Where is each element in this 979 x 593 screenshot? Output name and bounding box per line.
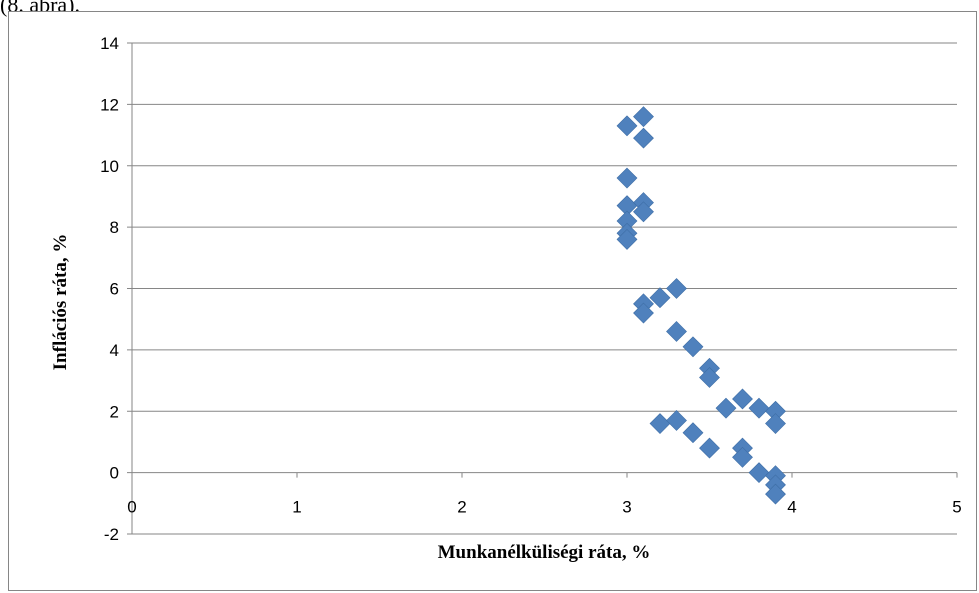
data-point-diamond: [666, 410, 687, 431]
y-tick-label: 2: [110, 402, 119, 421]
y-tick-label: -2: [104, 525, 119, 544]
data-point-diamond: [765, 483, 786, 505]
y-tick-label: 8: [110, 218, 119, 237]
y-tick-label: 0: [110, 464, 119, 483]
data-point-diamond: [699, 437, 720, 459]
data-point-diamond: [616, 167, 638, 189]
x-tick-label: 0: [127, 498, 136, 517]
data-point-diamond: [748, 397, 770, 419]
x-tick-label: 5: [952, 498, 961, 517]
axes: [127, 42, 958, 535]
y-tick-labels: -2 0 2 4 6 8 10 12 14: [100, 34, 119, 544]
data-point-diamond: [666, 321, 687, 342]
data-point-diamond: [682, 336, 704, 358]
data-point-diamond: [699, 367, 720, 388]
y-tick-label: 12: [100, 95, 119, 114]
data-point-diamond: [715, 397, 737, 419]
data-point-diamond: [616, 228, 638, 250]
data-points: [616, 106, 786, 505]
data-point-diamond: [732, 388, 753, 410]
data-point-diamond: [765, 413, 786, 434]
y-tick-label: 4: [110, 341, 119, 360]
data-point-diamond: [633, 106, 654, 128]
data-point-diamond: [748, 462, 770, 484]
x-axis-title: Munkanélküliségi ráta, %: [438, 542, 651, 563]
gridlines: [132, 42, 957, 535]
y-tick-label: 10: [100, 157, 119, 176]
data-point-diamond: [666, 278, 687, 299]
data-point-diamond: [633, 302, 654, 324]
x-tick-label: 4: [787, 498, 796, 517]
data-point-diamond: [649, 413, 671, 434]
data-point-diamond: [732, 446, 753, 468]
data-point-diamond: [633, 127, 654, 149]
data-point-diamond: [682, 422, 704, 444]
x-tick-label: 1: [292, 498, 301, 517]
y-tick-label: 6: [110, 280, 119, 299]
x-tick-label: 2: [457, 498, 466, 517]
data-point-diamond: [616, 115, 638, 137]
data-point-diamond: [649, 287, 671, 309]
y-tick-label: 14: [100, 34, 119, 53]
x-tick-labels: 0 1 2 3 4 5: [127, 498, 961, 517]
x-tick-label: 3: [622, 498, 631, 517]
y-axis-title: Inflációs ráta, %: [50, 234, 71, 371]
data-point-diamond: [633, 201, 654, 223]
